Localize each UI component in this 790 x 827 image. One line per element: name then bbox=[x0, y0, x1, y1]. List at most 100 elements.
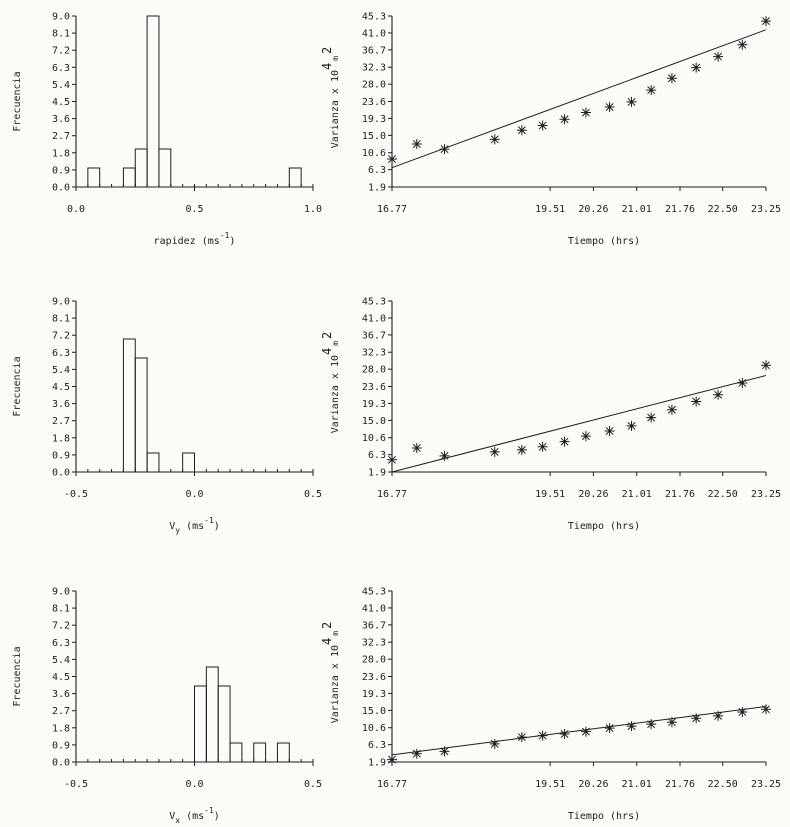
x-axis-label-close: ) bbox=[229, 236, 235, 247]
y-tick-label: 10.6 bbox=[362, 723, 386, 734]
y-axis-label: Frecuencia bbox=[12, 356, 23, 416]
x-axis-label-main: rapidez bbox=[154, 236, 196, 247]
x-axis-label-sub: y bbox=[175, 526, 180, 535]
chart-1: 0.0 0.9 1.8 2.7 3.6 4.5 5.4 6.3 7.2 8.1 9.0 0.0 0.5 1… bbox=[12, 12, 322, 248]
y-axis-label: Varianza x 104 m 2 bbox=[320, 332, 341, 434]
histogram-bar bbox=[205, 666, 219, 763]
y-tick-label: 15.0 bbox=[362, 131, 386, 142]
data-point bbox=[489, 134, 500, 145]
y-tick-label: 1.9 bbox=[368, 468, 386, 479]
x-axis-label-close: ) bbox=[214, 521, 220, 532]
y-tick-label: 2.7 bbox=[52, 416, 70, 427]
chart-4: 1.9 6.3 10.6 15.0 19.3 23.6 28.0 32.3 36.7 41.0 45… bbox=[320, 297, 781, 533]
data-point bbox=[387, 754, 397, 765]
y-tick-label: 10.6 bbox=[362, 433, 386, 444]
y-tick-label: 23.6 bbox=[362, 382, 386, 393]
y-axis-label-sup2: 2 bbox=[320, 47, 334, 54]
y-tick-label: 36.7 bbox=[362, 330, 386, 341]
data-point bbox=[537, 120, 548, 131]
y-tick-label: 0.9 bbox=[52, 740, 70, 751]
y-tick-label: 1.8 bbox=[52, 723, 70, 734]
data-point bbox=[439, 450, 450, 461]
data-point bbox=[580, 431, 591, 442]
y-tick-label: 4.5 bbox=[52, 672, 70, 683]
y-tick-label: 4.5 bbox=[52, 382, 70, 393]
y-tick-label: 0.0 bbox=[52, 468, 70, 479]
data-point bbox=[713, 51, 724, 62]
data-point bbox=[691, 713, 702, 724]
y-tick-label: 15.0 bbox=[362, 706, 386, 717]
data-point bbox=[646, 412, 657, 423]
y-tick-label: 7.2 bbox=[52, 621, 70, 632]
y-axis-label-sup: 4 bbox=[320, 638, 334, 645]
x-tick-label: 19.51 bbox=[535, 204, 565, 215]
y-axis-label-main: Varianza x 10 bbox=[330, 70, 341, 148]
y-tick-label: 45.3 bbox=[362, 12, 386, 23]
y-axis-label-unit: m bbox=[331, 56, 340, 61]
x-tick-label: 0.0 bbox=[185, 489, 203, 500]
y-tick-label: 9.0 bbox=[52, 12, 70, 23]
x-axis-label-sup: -1 bbox=[204, 516, 214, 525]
y-tick-label: 5.4 bbox=[52, 365, 70, 376]
data-point bbox=[626, 96, 637, 107]
x-tick-label: 21.01 bbox=[622, 779, 652, 790]
x-tick-label: 22.50 bbox=[708, 489, 738, 500]
data-point bbox=[537, 730, 548, 741]
x-tick-label: 21.76 bbox=[665, 779, 695, 790]
data-point bbox=[580, 726, 591, 737]
x-axis-label-main: V bbox=[169, 521, 175, 532]
x-axis-label-sup: -1 bbox=[204, 806, 214, 815]
y-tick-label: 8.1 bbox=[52, 29, 70, 40]
x-tick-label: 22.50 bbox=[708, 204, 738, 215]
data-point bbox=[626, 420, 637, 431]
y-tick-label: 19.3 bbox=[362, 114, 386, 125]
data-point bbox=[666, 404, 677, 415]
regression-line bbox=[391, 29, 767, 169]
y-tick-label: 1.9 bbox=[368, 183, 386, 194]
data-point bbox=[439, 746, 450, 757]
y-tick-label: 28.0 bbox=[362, 365, 386, 376]
data-point bbox=[580, 107, 591, 118]
y-axis-label-main: Varianza x 10 bbox=[330, 355, 341, 433]
x-tick-label: 20.26 bbox=[578, 489, 608, 500]
x-tick-label: 23.25 bbox=[751, 779, 781, 790]
y-tick-label: 7.2 bbox=[52, 46, 70, 57]
x-axis-label-unit: (ms bbox=[186, 521, 204, 532]
y-tick-label: 3.6 bbox=[52, 689, 70, 700]
y-tick-label: 41.0 bbox=[362, 313, 386, 324]
x-tick-label: -0.5 bbox=[64, 779, 88, 790]
chart-5: 0.0 0.9 1.8 2.7 3.6 4.5 5.4 6.3 7.2 8.1 9.0 -0.5 0.0… bbox=[12, 587, 322, 826]
y-tick-label: 1.8 bbox=[52, 148, 70, 159]
y-tick-label: 3.6 bbox=[52, 114, 70, 125]
data-point bbox=[646, 719, 657, 730]
data-point bbox=[666, 717, 677, 728]
y-axis-label-sup2: 2 bbox=[320, 332, 334, 339]
y-tick-label: 15.0 bbox=[362, 416, 386, 427]
data-point bbox=[489, 446, 500, 457]
data-point bbox=[761, 704, 771, 715]
data-point bbox=[516, 732, 527, 743]
x-axis-label: Tiempo (hrs) bbox=[568, 521, 640, 532]
y-tick-label: 7.2 bbox=[52, 331, 70, 342]
x-tick-label: 0.5 bbox=[304, 779, 322, 790]
y-tick-label: 9.0 bbox=[52, 297, 70, 308]
y-tick-label: 8.1 bbox=[52, 604, 70, 615]
y-tick-label: 32.3 bbox=[362, 638, 386, 649]
data-point bbox=[489, 738, 500, 749]
y-tick-label: 10.6 bbox=[362, 148, 386, 159]
y-tick-label: 5.4 bbox=[52, 80, 70, 91]
y-axis-label: Varianza x 104 m 2 bbox=[320, 622, 341, 724]
x-axis-label: Tiempo (hrs) bbox=[568, 811, 640, 822]
x-tick-label: 16.77 bbox=[377, 489, 407, 500]
y-tick-label: 41.0 bbox=[362, 28, 386, 39]
data-point bbox=[604, 102, 615, 113]
x-tick-label: 16.77 bbox=[377, 779, 407, 790]
histogram-bar bbox=[122, 167, 136, 188]
x-tick-label: 21.01 bbox=[622, 489, 652, 500]
y-tick-label: 2.7 bbox=[52, 706, 70, 717]
y-tick-label: 0.0 bbox=[52, 183, 70, 194]
data-point bbox=[691, 396, 702, 407]
data-point bbox=[761, 16, 771, 27]
y-tick-label: 6.3 bbox=[52, 638, 70, 649]
y-tick-label: 9.0 bbox=[52, 587, 70, 598]
